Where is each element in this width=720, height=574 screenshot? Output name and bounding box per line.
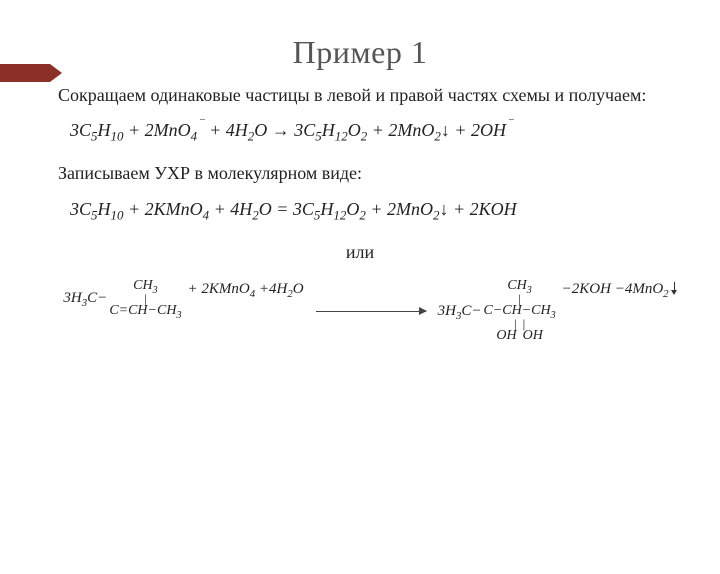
slide-title: Пример 1 (0, 34, 720, 71)
text: Сокращаем одинаковые частицы в левой и п… (58, 85, 646, 105)
byproducts: −2KOH −4MnO2 (560, 279, 679, 300)
paragraph-1: Сокращаем одинаковые частицы в левой и п… (30, 83, 690, 108)
product-right: 3H3C− CH3 | C−CH−CH3 || OHOH (436, 279, 556, 344)
structural-equation: 3H3C− CH3 | C=CH−CH3 + 2KMnO4 +4H2O 3H3C… (30, 279, 690, 344)
reaction-arrow (316, 311, 426, 312)
equation-ionic: 3C5H10 + 2MnO4 ‾ + 4H2O → 3C5H12O2 + 2Mn… (70, 118, 690, 143)
content-area: Сокращаем одинаковые частицы в левой и п… (0, 83, 720, 344)
reagents: + 2KMnO4 +4H2O (186, 279, 306, 300)
accent-bookmark (0, 64, 50, 82)
or-label: или (30, 240, 690, 265)
reactant-left: 3H3C− CH3 | C=CH−CH3 (61, 279, 181, 319)
down-arrow-icon (671, 282, 679, 296)
equation-molecular: 3C5H10 + 2KMnO4 + 4H2O = 3C5H12O2 + 2MnO… (70, 197, 690, 222)
text: Записываем УХР в молекулярном виде: (58, 163, 362, 183)
paragraph-2: Записываем УХР в молекулярном виде: (30, 161, 690, 186)
